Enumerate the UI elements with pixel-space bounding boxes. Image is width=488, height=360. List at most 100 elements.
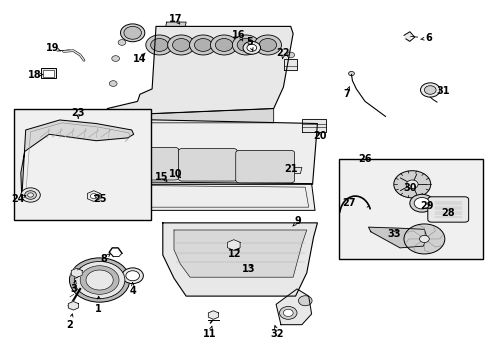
Circle shape <box>90 194 97 199</box>
Circle shape <box>25 191 36 199</box>
Polygon shape <box>301 119 325 132</box>
Circle shape <box>424 86 435 94</box>
Text: 21: 21 <box>284 164 297 174</box>
Text: 25: 25 <box>93 194 106 203</box>
Circle shape <box>189 35 216 55</box>
Text: 14: 14 <box>133 54 146 64</box>
Circle shape <box>167 35 195 55</box>
Circle shape <box>259 39 276 51</box>
Circle shape <box>150 39 168 51</box>
Bar <box>41 68 56 78</box>
Circle shape <box>229 242 237 248</box>
Circle shape <box>215 39 232 51</box>
Polygon shape <box>68 301 78 310</box>
Circle shape <box>112 56 119 62</box>
Circle shape <box>120 24 144 42</box>
Polygon shape <box>71 268 82 278</box>
Text: 23: 23 <box>71 108 85 118</box>
Text: 17: 17 <box>168 14 182 24</box>
Circle shape <box>86 270 113 290</box>
Text: 12: 12 <box>227 249 241 259</box>
Text: 27: 27 <box>342 198 355 208</box>
Circle shape <box>243 41 260 54</box>
Text: 28: 28 <box>440 208 454 218</box>
Circle shape <box>286 52 294 58</box>
Circle shape <box>93 275 106 285</box>
Circle shape <box>118 40 125 45</box>
Polygon shape <box>111 119 317 184</box>
Text: 7: 7 <box>343 89 349 99</box>
Text: 2: 2 <box>66 320 73 330</box>
Polygon shape <box>163 223 317 296</box>
Bar <box>43 69 54 77</box>
Text: 3: 3 <box>70 284 77 294</box>
Circle shape <box>406 180 417 189</box>
FancyBboxPatch shape <box>235 150 294 183</box>
Text: 30: 30 <box>402 183 416 193</box>
Circle shape <box>283 309 292 316</box>
Text: 22: 22 <box>276 48 289 58</box>
Polygon shape <box>174 230 306 277</box>
FancyBboxPatch shape <box>178 149 237 181</box>
Circle shape <box>172 39 190 51</box>
Circle shape <box>125 271 139 281</box>
Circle shape <box>393 171 430 198</box>
Text: 10: 10 <box>168 168 182 179</box>
Text: 13: 13 <box>241 264 255 274</box>
Polygon shape <box>112 182 314 210</box>
Text: 19: 19 <box>45 43 59 53</box>
Text: 6: 6 <box>424 33 431 43</box>
Text: 11: 11 <box>203 329 216 339</box>
Text: 32: 32 <box>270 329 284 339</box>
Circle shape <box>250 261 260 269</box>
Circle shape <box>298 296 311 306</box>
Text: 24: 24 <box>12 194 25 203</box>
Circle shape <box>246 44 256 51</box>
Text: 26: 26 <box>358 154 371 164</box>
Circle shape <box>245 258 264 272</box>
Circle shape <box>237 39 254 51</box>
Polygon shape <box>21 120 133 198</box>
Circle shape <box>21 188 40 202</box>
Bar <box>339 159 482 259</box>
FancyBboxPatch shape <box>427 197 468 222</box>
Circle shape <box>97 278 102 282</box>
Polygon shape <box>284 59 296 70</box>
Circle shape <box>123 26 141 39</box>
Circle shape <box>145 35 173 55</box>
Circle shape <box>419 235 428 243</box>
Circle shape <box>80 266 119 294</box>
Text: 15: 15 <box>155 172 168 182</box>
Polygon shape <box>208 311 218 319</box>
Text: 18: 18 <box>28 69 41 80</box>
Circle shape <box>232 35 259 55</box>
Polygon shape <box>368 227 426 248</box>
Text: 5: 5 <box>245 37 252 48</box>
Circle shape <box>28 193 33 197</box>
Circle shape <box>69 258 129 302</box>
Text: 16: 16 <box>231 30 245 40</box>
Circle shape <box>420 83 439 97</box>
Text: 20: 20 <box>312 131 326 141</box>
Circle shape <box>210 35 237 55</box>
Polygon shape <box>103 109 273 123</box>
Text: 31: 31 <box>435 86 448 96</box>
Circle shape <box>348 71 354 76</box>
Polygon shape <box>87 191 100 202</box>
Polygon shape <box>276 289 311 325</box>
Text: 33: 33 <box>386 229 400 239</box>
Circle shape <box>403 224 444 254</box>
Polygon shape <box>404 32 410 41</box>
Circle shape <box>254 35 281 55</box>
Polygon shape <box>165 22 186 26</box>
Circle shape <box>109 81 117 86</box>
Polygon shape <box>227 240 240 250</box>
Text: 8: 8 <box>100 254 107 264</box>
Circle shape <box>413 198 429 209</box>
Text: 4: 4 <box>129 287 136 296</box>
Bar <box>14 109 150 220</box>
Polygon shape <box>278 167 301 174</box>
Circle shape <box>279 306 296 319</box>
Text: 9: 9 <box>294 216 301 226</box>
Text: 1: 1 <box>95 303 102 314</box>
